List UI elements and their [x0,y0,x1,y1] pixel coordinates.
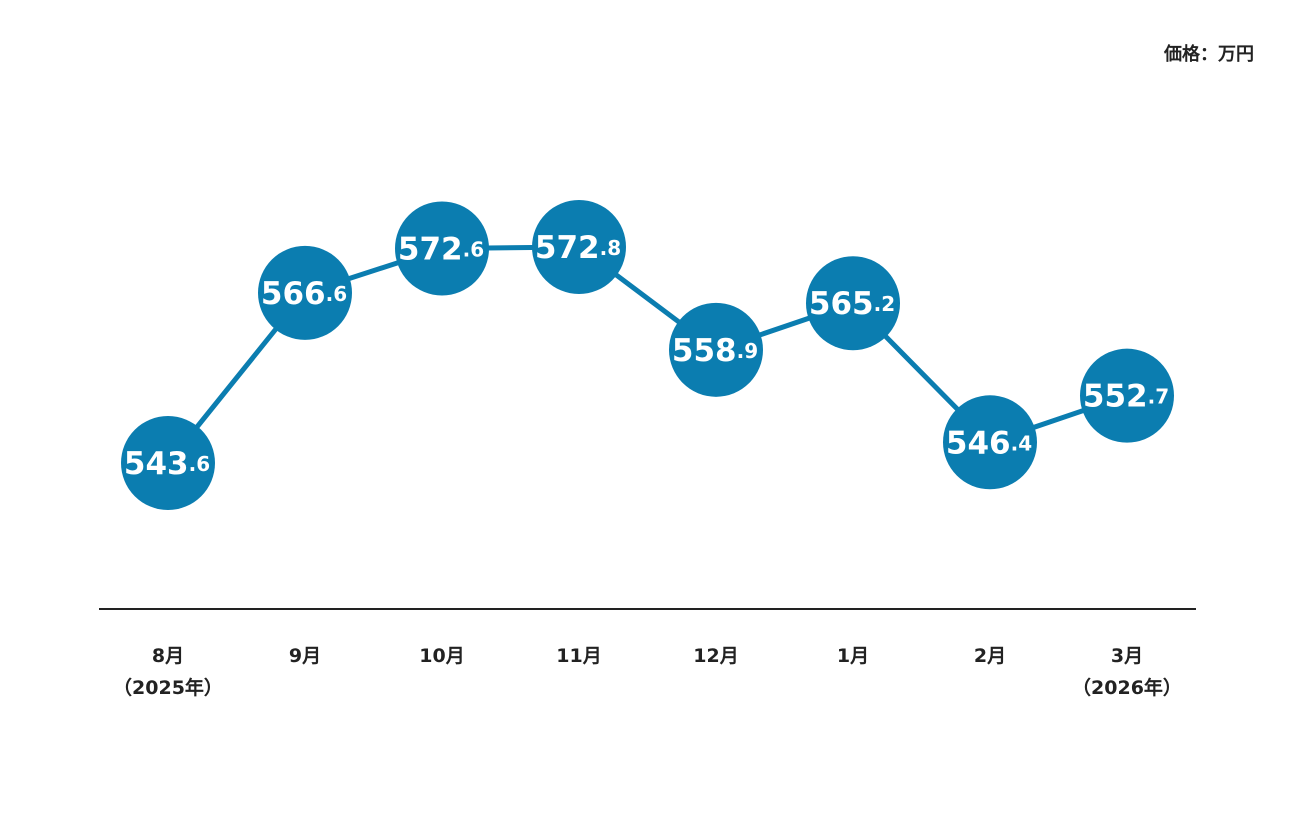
x-tick-label: 10月 [419,645,465,667]
value-label: 566.6 [261,275,347,311]
value-label: 552.7 [1083,378,1169,414]
point [395,201,489,296]
value-label: 558.9 [672,332,758,368]
x-tick-label: 12月 [693,645,739,667]
point [258,245,352,340]
x-tick-label: 3月 （2026年） [1072,645,1182,699]
point [669,302,763,397]
point [1080,348,1174,443]
unit-label: 価格：万円 [1164,44,1254,65]
point [806,256,900,351]
x-tick-label: 2月 [973,645,1007,667]
x-tick-label: 8月 （2025年） [113,645,223,699]
x-tick-label: 9月 [288,645,322,667]
value-label: 572.6 [398,231,484,267]
point [532,200,626,294]
value-label: 543.6 [124,446,210,482]
value-label: 565.2 [809,286,895,322]
point [943,395,1037,490]
x-tick-label: 1月 [836,645,870,667]
value-label: 546.4 [946,425,1032,461]
x-tick-label: 11月 [556,645,602,667]
value-label: 572.8 [535,230,621,266]
point [121,416,215,510]
